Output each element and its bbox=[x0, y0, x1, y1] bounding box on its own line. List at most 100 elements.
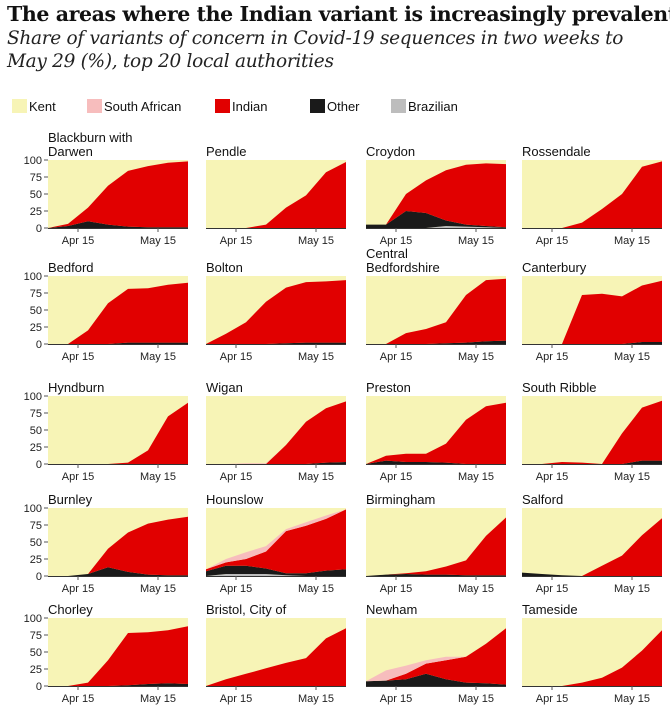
area-indian bbox=[522, 518, 662, 576]
x-tick-label: May 15 bbox=[298, 235, 334, 247]
area-indian bbox=[522, 280, 662, 344]
panel-hounslow: Apr 15 May 15 Hounslow bbox=[206, 492, 346, 595]
y-tick-label: 100 bbox=[24, 271, 42, 283]
legend-swatch-south-african bbox=[87, 99, 102, 113]
x-tick-label: Apr 15 bbox=[380, 235, 412, 247]
x-tick-label: May 15 bbox=[298, 351, 334, 363]
panel-newham: Apr 15 May 15 Newham bbox=[366, 602, 506, 705]
panel-title: Blackburn with Darwen bbox=[48, 130, 133, 159]
area-indian bbox=[48, 626, 188, 686]
area-other bbox=[48, 221, 188, 228]
y-tick-label: 25 bbox=[30, 554, 42, 566]
x-tick-label: May 15 bbox=[140, 583, 176, 595]
x-tick-label: Apr 15 bbox=[220, 235, 252, 247]
panel-central-bedfordshire: Apr 15 May 15 Central Bedfordshire bbox=[366, 246, 506, 363]
chart-subtitle: Share of variants of concern in Covid-19… bbox=[7, 28, 624, 72]
y-tick-label: 50 bbox=[30, 425, 42, 437]
y-tick-label: 75 bbox=[30, 172, 42, 184]
area-indian bbox=[206, 509, 346, 574]
area-indian bbox=[48, 282, 188, 344]
x-tick-label: May 15 bbox=[614, 235, 650, 247]
legend-item-other: Other bbox=[310, 99, 360, 114]
x-tick-label: Apr 15 bbox=[62, 235, 94, 247]
panel-title: Croydon bbox=[366, 144, 415, 159]
x-tick-label: Apr 15 bbox=[536, 583, 568, 595]
panel-pendle: Apr 15 May 15 Pendle bbox=[206, 144, 346, 247]
panel-bedford: 0 25 50 75 100 Apr 15 May 15 Bedford bbox=[24, 260, 188, 363]
panel-burnley: 0 25 50 75 100 Apr 15 May 15 Burnley bbox=[24, 492, 188, 595]
panel-title: Chorley bbox=[48, 602, 93, 617]
panel-preston: Apr 15 May 15 Preston bbox=[366, 380, 506, 483]
y-tick-label: 100 bbox=[24, 613, 42, 625]
y-tick-label: 75 bbox=[30, 520, 42, 532]
panel-title: Bedford bbox=[48, 260, 94, 275]
y-tick-label: 75 bbox=[30, 288, 42, 300]
x-tick-label: May 15 bbox=[458, 351, 494, 363]
y-tick-label: 0 bbox=[36, 571, 42, 583]
y-tick-label: 100 bbox=[24, 391, 42, 403]
chart-title: The areas where the Indian variant is in… bbox=[7, 2, 670, 26]
x-tick-label: May 15 bbox=[458, 583, 494, 595]
panel-title: Bolton bbox=[206, 260, 243, 275]
panel-south-ribble: Apr 15 May 15 South Ribble bbox=[522, 380, 662, 483]
area-south-african bbox=[366, 628, 506, 682]
y-tick-label: 50 bbox=[30, 305, 42, 317]
panel-title: Wigan bbox=[206, 380, 243, 395]
area-indian bbox=[522, 400, 662, 464]
legend-swatch-indian bbox=[215, 99, 230, 113]
legend-label-kent: Kent bbox=[29, 99, 56, 114]
x-tick-label: May 15 bbox=[614, 693, 650, 705]
panel-canterbury: Apr 15 May 15 Canterbury bbox=[522, 260, 662, 363]
x-tick-label: Apr 15 bbox=[220, 351, 252, 363]
area-brazilian bbox=[206, 574, 346, 576]
legend-item-brazilian: Brazilian bbox=[391, 99, 458, 114]
area-indian bbox=[366, 402, 506, 464]
area-other bbox=[366, 211, 506, 228]
area-other bbox=[206, 565, 346, 576]
x-tick-label: May 15 bbox=[140, 351, 176, 363]
area-other bbox=[366, 673, 506, 686]
x-tick-label: May 15 bbox=[298, 693, 334, 705]
legend-swatch-kent bbox=[12, 99, 27, 113]
x-tick-label: May 15 bbox=[614, 583, 650, 595]
area-other bbox=[48, 683, 188, 686]
y-tick-label: 50 bbox=[30, 647, 42, 659]
x-tick-label: Apr 15 bbox=[536, 693, 568, 705]
area-other bbox=[522, 572, 662, 576]
panel-hyndburn: 0 25 50 75 100 Apr 15 May 15 Hyndburn bbox=[24, 380, 188, 483]
x-tick-label: Apr 15 bbox=[62, 351, 94, 363]
area-other bbox=[48, 342, 188, 344]
panel-title: Birmingham bbox=[366, 492, 435, 507]
y-tick-label: 25 bbox=[30, 206, 42, 218]
area-indian bbox=[366, 163, 506, 228]
panel-wigan: Apr 15 May 15 Wigan bbox=[206, 380, 346, 483]
panel-title: South Ribble bbox=[522, 380, 596, 395]
y-tick-label: 0 bbox=[36, 459, 42, 471]
y-tick-label: 100 bbox=[24, 503, 42, 515]
x-tick-label: May 15 bbox=[614, 471, 650, 483]
x-tick-label: Apr 15 bbox=[220, 583, 252, 595]
area-indian bbox=[366, 278, 506, 344]
x-tick-label: Apr 15 bbox=[62, 693, 94, 705]
x-tick-label: Apr 15 bbox=[380, 583, 412, 595]
panel-title: Canterbury bbox=[522, 260, 587, 275]
area-indian bbox=[48, 516, 188, 576]
legend-swatch-other bbox=[310, 99, 325, 113]
area-other bbox=[48, 567, 188, 576]
area-other bbox=[366, 460, 506, 464]
y-tick-label: 75 bbox=[30, 630, 42, 642]
x-tick-label: Apr 15 bbox=[380, 693, 412, 705]
area-indian bbox=[48, 161, 188, 228]
panel-bolton: Apr 15 May 15 Bolton bbox=[206, 260, 346, 363]
legend-item-indian: Indian bbox=[215, 99, 267, 114]
panel-birmingham: Apr 15 May 15 Birmingham bbox=[366, 492, 506, 595]
panel-title: Salford bbox=[522, 492, 563, 507]
panel-title: Preston bbox=[366, 380, 411, 395]
panel-title: Rossendale bbox=[522, 144, 591, 159]
panel-title: Burnley bbox=[48, 492, 93, 507]
panel-chorley: 0 25 50 75 100 Apr 15 May 15 Chorley bbox=[24, 602, 188, 705]
panel-title: Newham bbox=[366, 602, 417, 617]
y-tick-label: 0 bbox=[36, 681, 42, 693]
area-indian bbox=[48, 402, 188, 464]
